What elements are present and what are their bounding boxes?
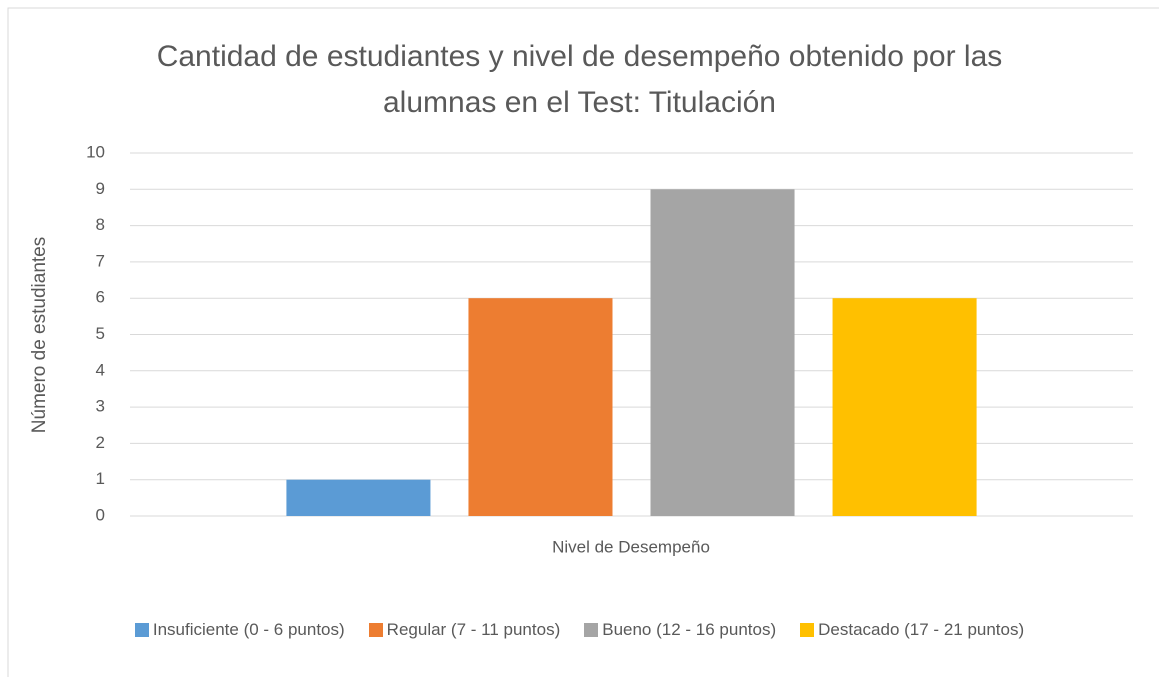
- bar: [650, 189, 795, 517]
- bar: [286, 479, 431, 516]
- legend-label: Destacado (17 - 21 puntos): [818, 620, 1025, 639]
- legend-swatch: [584, 623, 599, 637]
- y-tick-label: 5: [96, 324, 105, 343]
- x-axis-label: Nivel de Desempeño: [552, 537, 710, 556]
- legend-swatch: [800, 623, 815, 637]
- legend-label: Regular (7 - 11 puntos): [386, 620, 561, 639]
- legend-item: Regular (7 - 11 puntos): [368, 620, 561, 640]
- legend-label: Insuficiente (0 - 6 puntos): [152, 620, 345, 639]
- y-tick-label: 0: [96, 505, 105, 524]
- y-tick-label: 6: [96, 288, 105, 307]
- legend: Insuficiente (0 - 6 puntos) Regular (7 - …: [0, 620, 1159, 640]
- legend-swatch: [134, 623, 149, 637]
- chart-border: [7, 7, 1159, 677]
- y-tick-label: 2: [96, 433, 105, 452]
- bar: [832, 298, 977, 516]
- y-tick-label: 9: [96, 179, 105, 198]
- y-axis-label: Número de estudiantes: [29, 237, 50, 433]
- chart-title: Cantidad de estudiantes y nivel de desem…: [156, 40, 1003, 119]
- legend-item: Bueno (12 - 16 puntos): [584, 620, 776, 640]
- y-tick-label: 4: [96, 360, 105, 379]
- y-tick-label: 10: [86, 142, 105, 161]
- legend-swatch: [368, 623, 383, 637]
- y-tick-label: 1: [96, 469, 105, 488]
- legend-item: Destacado (17 - 21 puntos): [800, 620, 1024, 640]
- chart-title-box: Cantidad de estudiantes y nivel de desem…: [0, 34, 1159, 126]
- y-tick-label: 7: [96, 251, 105, 270]
- legend-label: Bueno (12 - 16 puntos): [602, 620, 777, 639]
- bar: [468, 298, 613, 516]
- y-tick-label: 8: [96, 215, 105, 234]
- legend-item: Insuficiente (0 - 6 puntos): [134, 620, 345, 640]
- y-tick-label: 3: [96, 397, 105, 416]
